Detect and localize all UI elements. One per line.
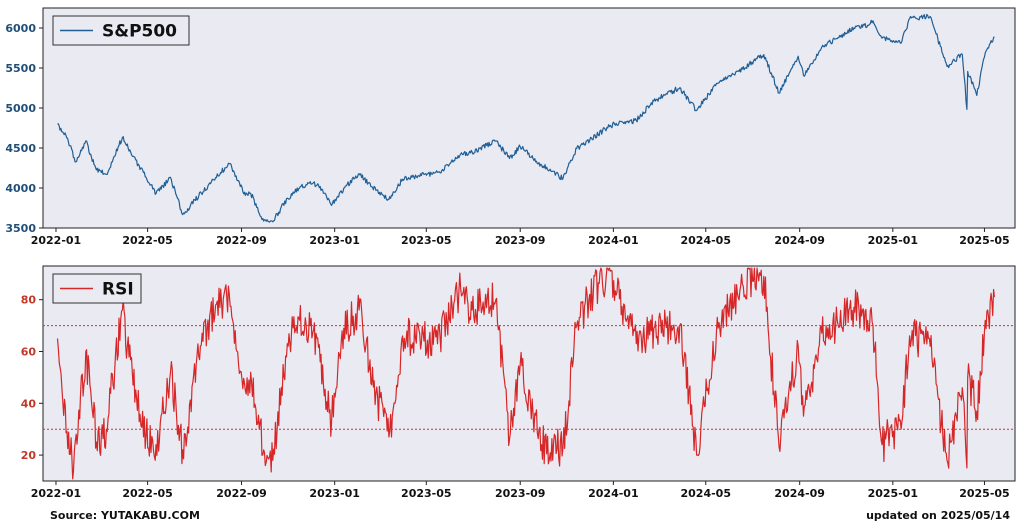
x-tick-label: 2022-01 (31, 234, 82, 247)
x-tick-label: 2022-09 (216, 487, 267, 500)
legend-label: RSI (102, 280, 134, 300)
x-tick-label: 2024-09 (774, 487, 825, 500)
updated-note: updated on 2025/05/14 (866, 509, 1010, 522)
legend-label: S&P500 (102, 22, 177, 42)
y-tick-label: 80 (21, 294, 37, 307)
x-tick-label: 2023-09 (495, 234, 546, 247)
x-tick-label: 2023-01 (309, 487, 360, 500)
x-tick-label: 2023-09 (495, 487, 546, 500)
y-tick-label: 60 (21, 345, 37, 358)
y-tick-label: 5000 (5, 102, 36, 115)
x-tick-label: 2022-01 (31, 487, 82, 500)
x-tick-label: 2023-05 (401, 487, 452, 500)
x-tick-label: 2025-01 (868, 487, 919, 500)
x-tick-label: 2024-01 (588, 234, 639, 247)
x-tick-label: 2025-01 (868, 234, 919, 247)
source-note: Source: YUTAKABU.COM (50, 509, 200, 522)
x-tick-label: 2023-05 (401, 234, 452, 247)
x-tick-label: 2025-05 (959, 234, 1010, 247)
y-tick-label: 20 (21, 449, 37, 462)
rsi-series-line (56, 267, 995, 480)
x-tick-label: 2022-05 (122, 487, 173, 500)
y-tick-label: 4500 (5, 142, 36, 155)
y-tick-label: 4000 (5, 182, 36, 195)
y-tick-label: 40 (21, 397, 37, 410)
plot-area (42, 265, 1016, 482)
x-tick-label: 2024-05 (681, 234, 732, 247)
legend: S&P500 (52, 15, 190, 46)
x-tick-label: 2025-05 (959, 487, 1010, 500)
x-tick-label: 2023-01 (309, 234, 360, 247)
x-tick-label: 2022-09 (216, 234, 267, 247)
plot-area (42, 7, 1016, 229)
x-tick-label: 2022-05 (122, 234, 173, 247)
rsi-panel: 20 40 60 80 2022-01 2022-05 2022-09 2023-01 2023… (21, 265, 1016, 500)
sp500-series-line (57, 13, 995, 223)
y-tick-label: 3500 (5, 222, 36, 235)
x-tick-label: 2024-01 (588, 487, 639, 500)
x-tick-label: 2024-05 (681, 487, 732, 500)
legend: RSI (52, 273, 142, 304)
x-tick-label: 2024-09 (774, 234, 825, 247)
sp500-panel: 3500 4000 4500 5000 5500 6000 2022-01 2022-05 20… (5, 7, 1016, 247)
y-tick-label: 5500 (5, 62, 36, 75)
y-tick-label: 6000 (5, 22, 36, 35)
